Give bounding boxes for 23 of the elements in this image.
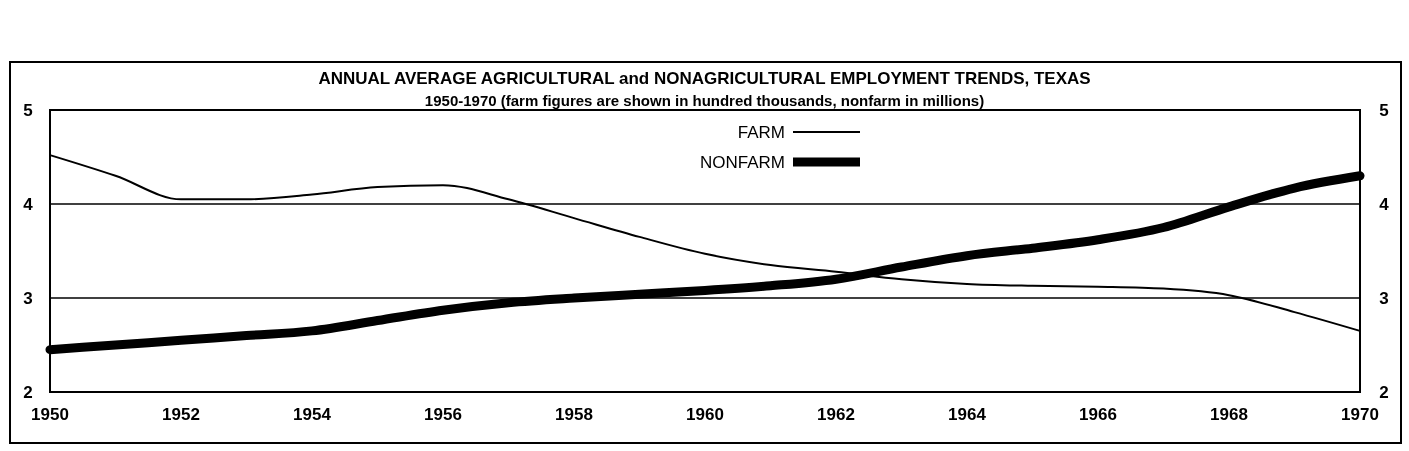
x-tick-label: 1952 bbox=[162, 405, 200, 424]
legend-label: NONFARM bbox=[700, 152, 785, 172]
x-tick-label: 1960 bbox=[686, 405, 724, 424]
x-tick-label: 1968 bbox=[1210, 405, 1248, 424]
x-tick-label: 1962 bbox=[817, 405, 855, 424]
x-tick-label: 1964 bbox=[948, 405, 987, 424]
y-tick-label: 3 bbox=[23, 288, 33, 308]
x-tick-label: 1956 bbox=[424, 405, 462, 424]
x-tick-label: 1966 bbox=[1079, 405, 1117, 424]
chart-subtitle: 1950-1970 (farm figures are shown in hundred thousands, nonfarm in millions) bbox=[424, 92, 985, 109]
x-tick-label: 1954 bbox=[293, 405, 332, 424]
y2-tick-label: 2 bbox=[1379, 382, 1389, 402]
y-tick-label: 2 bbox=[23, 382, 33, 402]
y2-tick-label: 4 bbox=[1379, 194, 1390, 214]
x-tick-label: 1970 bbox=[1341, 405, 1379, 424]
y-tick-label: 5 bbox=[23, 100, 33, 120]
y2-tick-label: 5 bbox=[1379, 100, 1389, 120]
legend-label: FARM bbox=[737, 122, 785, 142]
chart-title: ANNUAL AVERAGE AGRICULTURAL and NONAGRICULTURAL EMPLOYMENT TRENDS, TEXAS bbox=[318, 69, 1091, 88]
y-tick-label: 4 bbox=[23, 194, 34, 214]
x-tick-label: 1958 bbox=[555, 405, 593, 424]
y2-tick-label: 3 bbox=[1379, 288, 1389, 308]
x-tick-label: 1950 bbox=[31, 405, 69, 424]
